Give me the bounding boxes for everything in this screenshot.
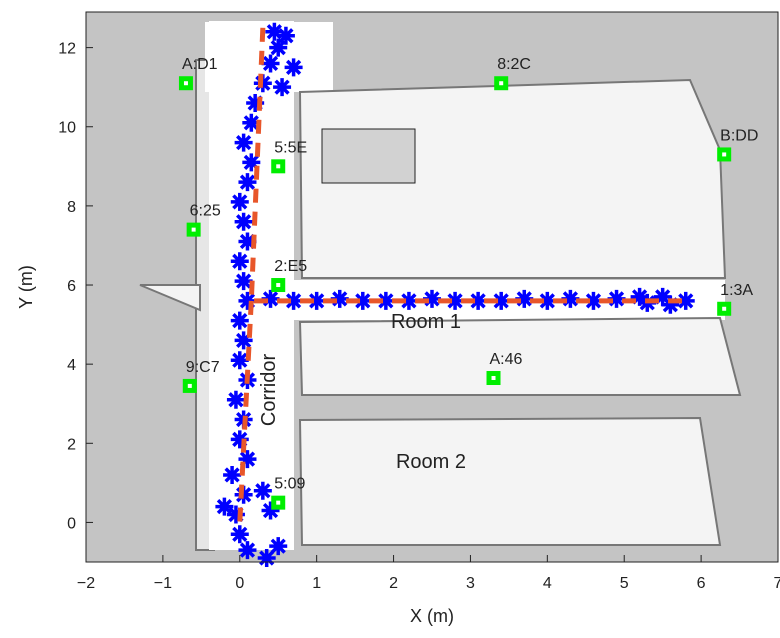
chart: Room 1 Room 2 Corridor A:D1 8:2C B:DD 5:5E 6…: [0, 0, 780, 633]
anchor-center: [184, 81, 188, 85]
y-tick-label: 8: [67, 199, 76, 216]
x-tick-label: −1: [154, 575, 172, 592]
x-tick-label: 2: [389, 575, 398, 592]
x-tick-label: 0: [235, 575, 244, 592]
anchor-label: 8:2C: [497, 56, 531, 73]
annotation: Room 1: [391, 311, 461, 333]
x-tick-label: 7: [774, 575, 780, 592]
annotation: Room 2: [396, 451, 466, 473]
trajectory-point: [273, 78, 291, 96]
anchor-center: [188, 384, 192, 388]
x-tick-label: 4: [543, 575, 552, 592]
trajectory-point: [265, 23, 283, 41]
trajectory-point: [262, 54, 280, 72]
x-axis-label: X (m): [410, 606, 454, 626]
y-axis-label: Y (m): [16, 265, 36, 309]
anchor-center: [499, 81, 503, 85]
annotation: Corridor: [258, 354, 280, 427]
anchor-label: A:46: [490, 351, 523, 368]
y-tick-label: 2: [67, 436, 76, 453]
anchor-center: [722, 152, 726, 156]
anchor-center: [192, 228, 196, 232]
trajectory-point: [235, 134, 253, 152]
anchor-center: [276, 164, 280, 168]
trajectory-point: [254, 482, 272, 500]
y-tick-label: 4: [67, 357, 76, 374]
inset-box: [322, 129, 415, 183]
trajectory-point: [238, 541, 256, 559]
y-tick-label: 10: [58, 120, 76, 137]
y-tick-label: 12: [58, 41, 76, 58]
y-tick-label: 0: [67, 515, 76, 532]
trajectory-point: [231, 193, 249, 211]
x-tick-label: 3: [466, 575, 475, 592]
trajectory-point: [223, 466, 241, 484]
anchor-label: 9:C7: [186, 359, 220, 376]
anchor-label: B:DD: [720, 127, 758, 144]
trajectory-point: [269, 537, 287, 555]
trajectory-point: [231, 252, 249, 270]
anchor-label: 1:3A: [720, 282, 753, 299]
anchor-label: A:D1: [182, 56, 218, 73]
trajectory-point: [231, 525, 249, 543]
anchor-center: [276, 283, 280, 287]
trajectory-point: [227, 391, 245, 409]
anchor-center: [492, 376, 496, 380]
anchor-center: [276, 501, 280, 505]
anchor-label: 2:E5: [274, 258, 307, 275]
x-tick-label: −2: [77, 575, 95, 592]
x-tick-label: 1: [312, 575, 321, 592]
anchor-label: 5:5E: [274, 139, 307, 156]
anchor-center: [722, 307, 726, 311]
trajectory-point: [235, 213, 253, 231]
anchor-label: 6:25: [190, 203, 221, 220]
trajectory-point: [231, 312, 249, 330]
trajectory-point: [238, 173, 256, 191]
trajectory-point: [215, 498, 233, 516]
y-tick-label: 6: [67, 278, 76, 295]
x-tick-label: 5: [620, 575, 629, 592]
x-tick-label: 6: [697, 575, 706, 592]
trajectory-point: [285, 58, 303, 76]
anchor-label: 5:09: [274, 476, 305, 493]
